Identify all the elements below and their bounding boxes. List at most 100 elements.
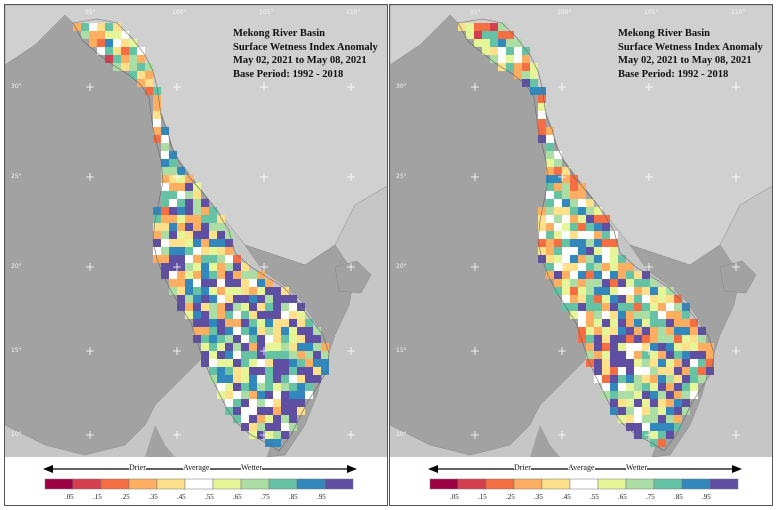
wetness-grid-cell bbox=[666, 343, 674, 351]
wetness-grid-cell bbox=[161, 159, 169, 167]
legend-swatch bbox=[212, 478, 242, 490]
legend-swatch bbox=[128, 478, 158, 490]
legend-tick-label: .05 bbox=[450, 493, 459, 501]
wetness-grid-cell bbox=[153, 111, 161, 119]
wetness-grid-cell bbox=[321, 367, 329, 375]
wetness-grid-cell bbox=[674, 399, 682, 407]
wetness-grid-cell bbox=[618, 383, 626, 391]
wetness-grid-cell bbox=[297, 327, 305, 335]
wetness-grid-cell bbox=[530, 79, 538, 87]
wetness-grid-cell bbox=[570, 295, 578, 303]
wetness-grid-cell bbox=[690, 383, 698, 391]
wetness-grid-cell bbox=[265, 399, 273, 407]
wetness-grid-cell bbox=[546, 271, 554, 279]
wetness-grid-cell bbox=[217, 303, 225, 311]
wetness-grid-cell bbox=[177, 223, 185, 231]
wetness-grid-cell bbox=[241, 327, 249, 335]
wetness-grid-cell bbox=[97, 39, 105, 47]
wetness-grid-cell bbox=[650, 343, 658, 351]
wetness-grid-cell bbox=[137, 55, 145, 63]
wetness-grid-cell bbox=[185, 207, 193, 215]
wetness-grid-cell bbox=[257, 279, 265, 287]
wetness-grid-cell bbox=[281, 311, 289, 319]
wetness-grid-cell bbox=[554, 175, 562, 183]
wetness-grid-cell bbox=[642, 335, 650, 343]
wetness-grid-cell bbox=[161, 127, 169, 135]
wetness-grid-cell bbox=[257, 295, 265, 303]
wetness-grid-cell bbox=[546, 239, 554, 247]
wetness-grid-cell bbox=[626, 271, 634, 279]
wetness-grid-cell bbox=[257, 375, 265, 383]
wetness-grid-cell bbox=[169, 271, 177, 279]
wetness-grid-cell bbox=[610, 391, 618, 399]
wetness-grid-cell bbox=[265, 335, 273, 343]
wetness-grid-cell bbox=[618, 319, 626, 327]
wetness-grid-cell bbox=[161, 207, 169, 215]
wetness-grid-cell bbox=[137, 79, 145, 87]
wetness-grid-cell bbox=[658, 415, 666, 423]
wetness-grid-cell bbox=[153, 215, 161, 223]
wetness-grid-cell bbox=[642, 359, 650, 367]
wetness-grid-cell bbox=[642, 415, 650, 423]
wetness-grid-cell bbox=[137, 47, 145, 55]
wetness-grid-cell bbox=[538, 247, 546, 255]
wetness-grid-cell bbox=[498, 31, 506, 39]
wetness-grid-cell bbox=[578, 247, 586, 255]
wetness-grid-cell bbox=[273, 423, 281, 431]
wetness-grid-cell bbox=[554, 255, 562, 263]
wetness-grid-cell bbox=[257, 391, 265, 399]
wetness-grid-cell bbox=[506, 31, 514, 39]
wetness-grid-cell bbox=[522, 55, 530, 63]
wetness-grid-cell bbox=[594, 319, 602, 327]
wetness-grid-cell bbox=[626, 279, 634, 287]
wetness-grid-cell bbox=[121, 31, 129, 39]
wetness-grid-cell bbox=[209, 263, 217, 271]
wetness-grid-cell bbox=[177, 231, 185, 239]
wetness-grid-cell bbox=[666, 327, 674, 335]
wetness-grid-cell bbox=[273, 327, 281, 335]
wetness-grid-cell bbox=[281, 351, 289, 359]
wetness-grid-cell bbox=[161, 143, 169, 151]
wetness-grid-cell bbox=[490, 47, 498, 55]
wetness-grid-cell bbox=[666, 295, 674, 303]
wetness-grid-cell bbox=[161, 191, 169, 199]
wetness-grid-cell bbox=[153, 103, 161, 111]
wetness-grid-cell bbox=[578, 279, 586, 287]
wetness-grid-cell bbox=[97, 23, 105, 31]
wetness-grid-cell bbox=[634, 415, 642, 423]
longitude-label: 100° bbox=[557, 9, 572, 16]
wetness-grid-cell bbox=[578, 255, 586, 263]
wetness-grid-cell bbox=[257, 423, 265, 431]
wetness-grid-cell bbox=[618, 367, 626, 375]
wetness-grid-cell bbox=[265, 319, 273, 327]
wetness-grid-cell bbox=[666, 423, 674, 431]
wetness-grid-cell bbox=[105, 23, 113, 31]
wetness-grid-cell bbox=[546, 223, 554, 231]
wetness-grid-cell bbox=[145, 87, 153, 95]
title-line: Surface Wetness Index Anomaly bbox=[618, 41, 763, 53]
wetness-grid-cell bbox=[177, 199, 185, 207]
wetness-grid-cell bbox=[289, 407, 297, 415]
wetness-grid-cell bbox=[193, 207, 201, 215]
wetness-grid-cell bbox=[674, 343, 682, 351]
wetness-grid-cell bbox=[169, 287, 177, 295]
wetness-grid-cell bbox=[602, 287, 610, 295]
wetness-grid-cell bbox=[578, 319, 586, 327]
wetness-grid-cell bbox=[129, 63, 137, 71]
title-line: Mekong River Basin bbox=[618, 28, 710, 39]
wetness-grid-cell bbox=[562, 239, 570, 247]
wetness-grid-cell bbox=[153, 87, 161, 95]
wetness-grid-cell bbox=[265, 383, 273, 391]
wetness-grid-cell bbox=[618, 255, 626, 263]
wetness-grid-cell bbox=[201, 215, 209, 223]
wetness-grid-cell bbox=[610, 303, 618, 311]
wetness-grid-cell bbox=[201, 271, 209, 279]
wetness-grid-cell bbox=[305, 351, 313, 359]
wetness-grid-cell bbox=[217, 239, 225, 247]
wetness-grid-cell bbox=[281, 303, 289, 311]
wetness-grid-cell bbox=[618, 391, 626, 399]
wetness-grid-cell bbox=[618, 287, 626, 295]
wetness-grid-cell bbox=[305, 327, 313, 335]
wetness-grid-cell bbox=[201, 247, 209, 255]
wetness-grid-cell bbox=[634, 431, 642, 439]
